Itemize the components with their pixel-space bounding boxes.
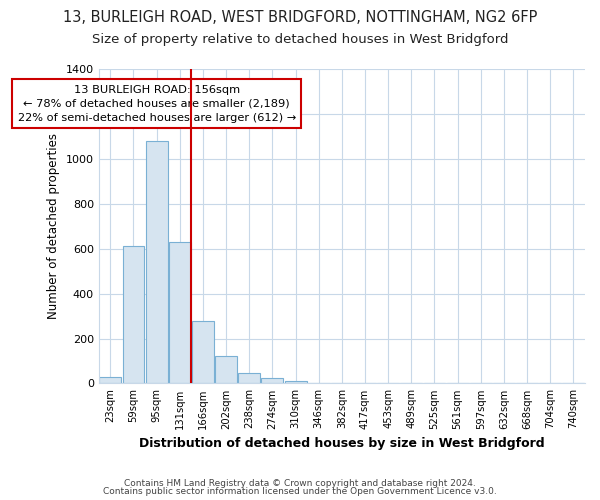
Text: 13, BURLEIGH ROAD, WEST BRIDGFORD, NOTTINGHAM, NG2 6FP: 13, BURLEIGH ROAD, WEST BRIDGFORD, NOTTI…: [63, 10, 537, 25]
Y-axis label: Number of detached properties: Number of detached properties: [47, 133, 60, 319]
Bar: [215, 356, 237, 384]
Text: 13 BURLEIGH ROAD: 156sqm
← 78% of detached houses are smaller (2,189)
22% of sem: 13 BURLEIGH ROAD: 156sqm ← 78% of detach…: [17, 84, 296, 122]
Bar: [192, 320, 214, 384]
Text: Contains HM Land Registry data © Crown copyright and database right 2024.: Contains HM Land Registry data © Crown c…: [124, 478, 476, 488]
Bar: [169, 242, 191, 384]
Bar: [262, 378, 283, 384]
Text: Size of property relative to detached houses in West Bridgford: Size of property relative to detached ho…: [92, 32, 508, 46]
Bar: [238, 374, 260, 384]
Bar: [100, 376, 121, 384]
Text: Contains public sector information licensed under the Open Government Licence v3: Contains public sector information licen…: [103, 487, 497, 496]
X-axis label: Distribution of detached houses by size in West Bridgford: Distribution of detached houses by size …: [139, 437, 545, 450]
Bar: [284, 381, 307, 384]
Bar: [146, 141, 167, 384]
Bar: [122, 246, 145, 384]
